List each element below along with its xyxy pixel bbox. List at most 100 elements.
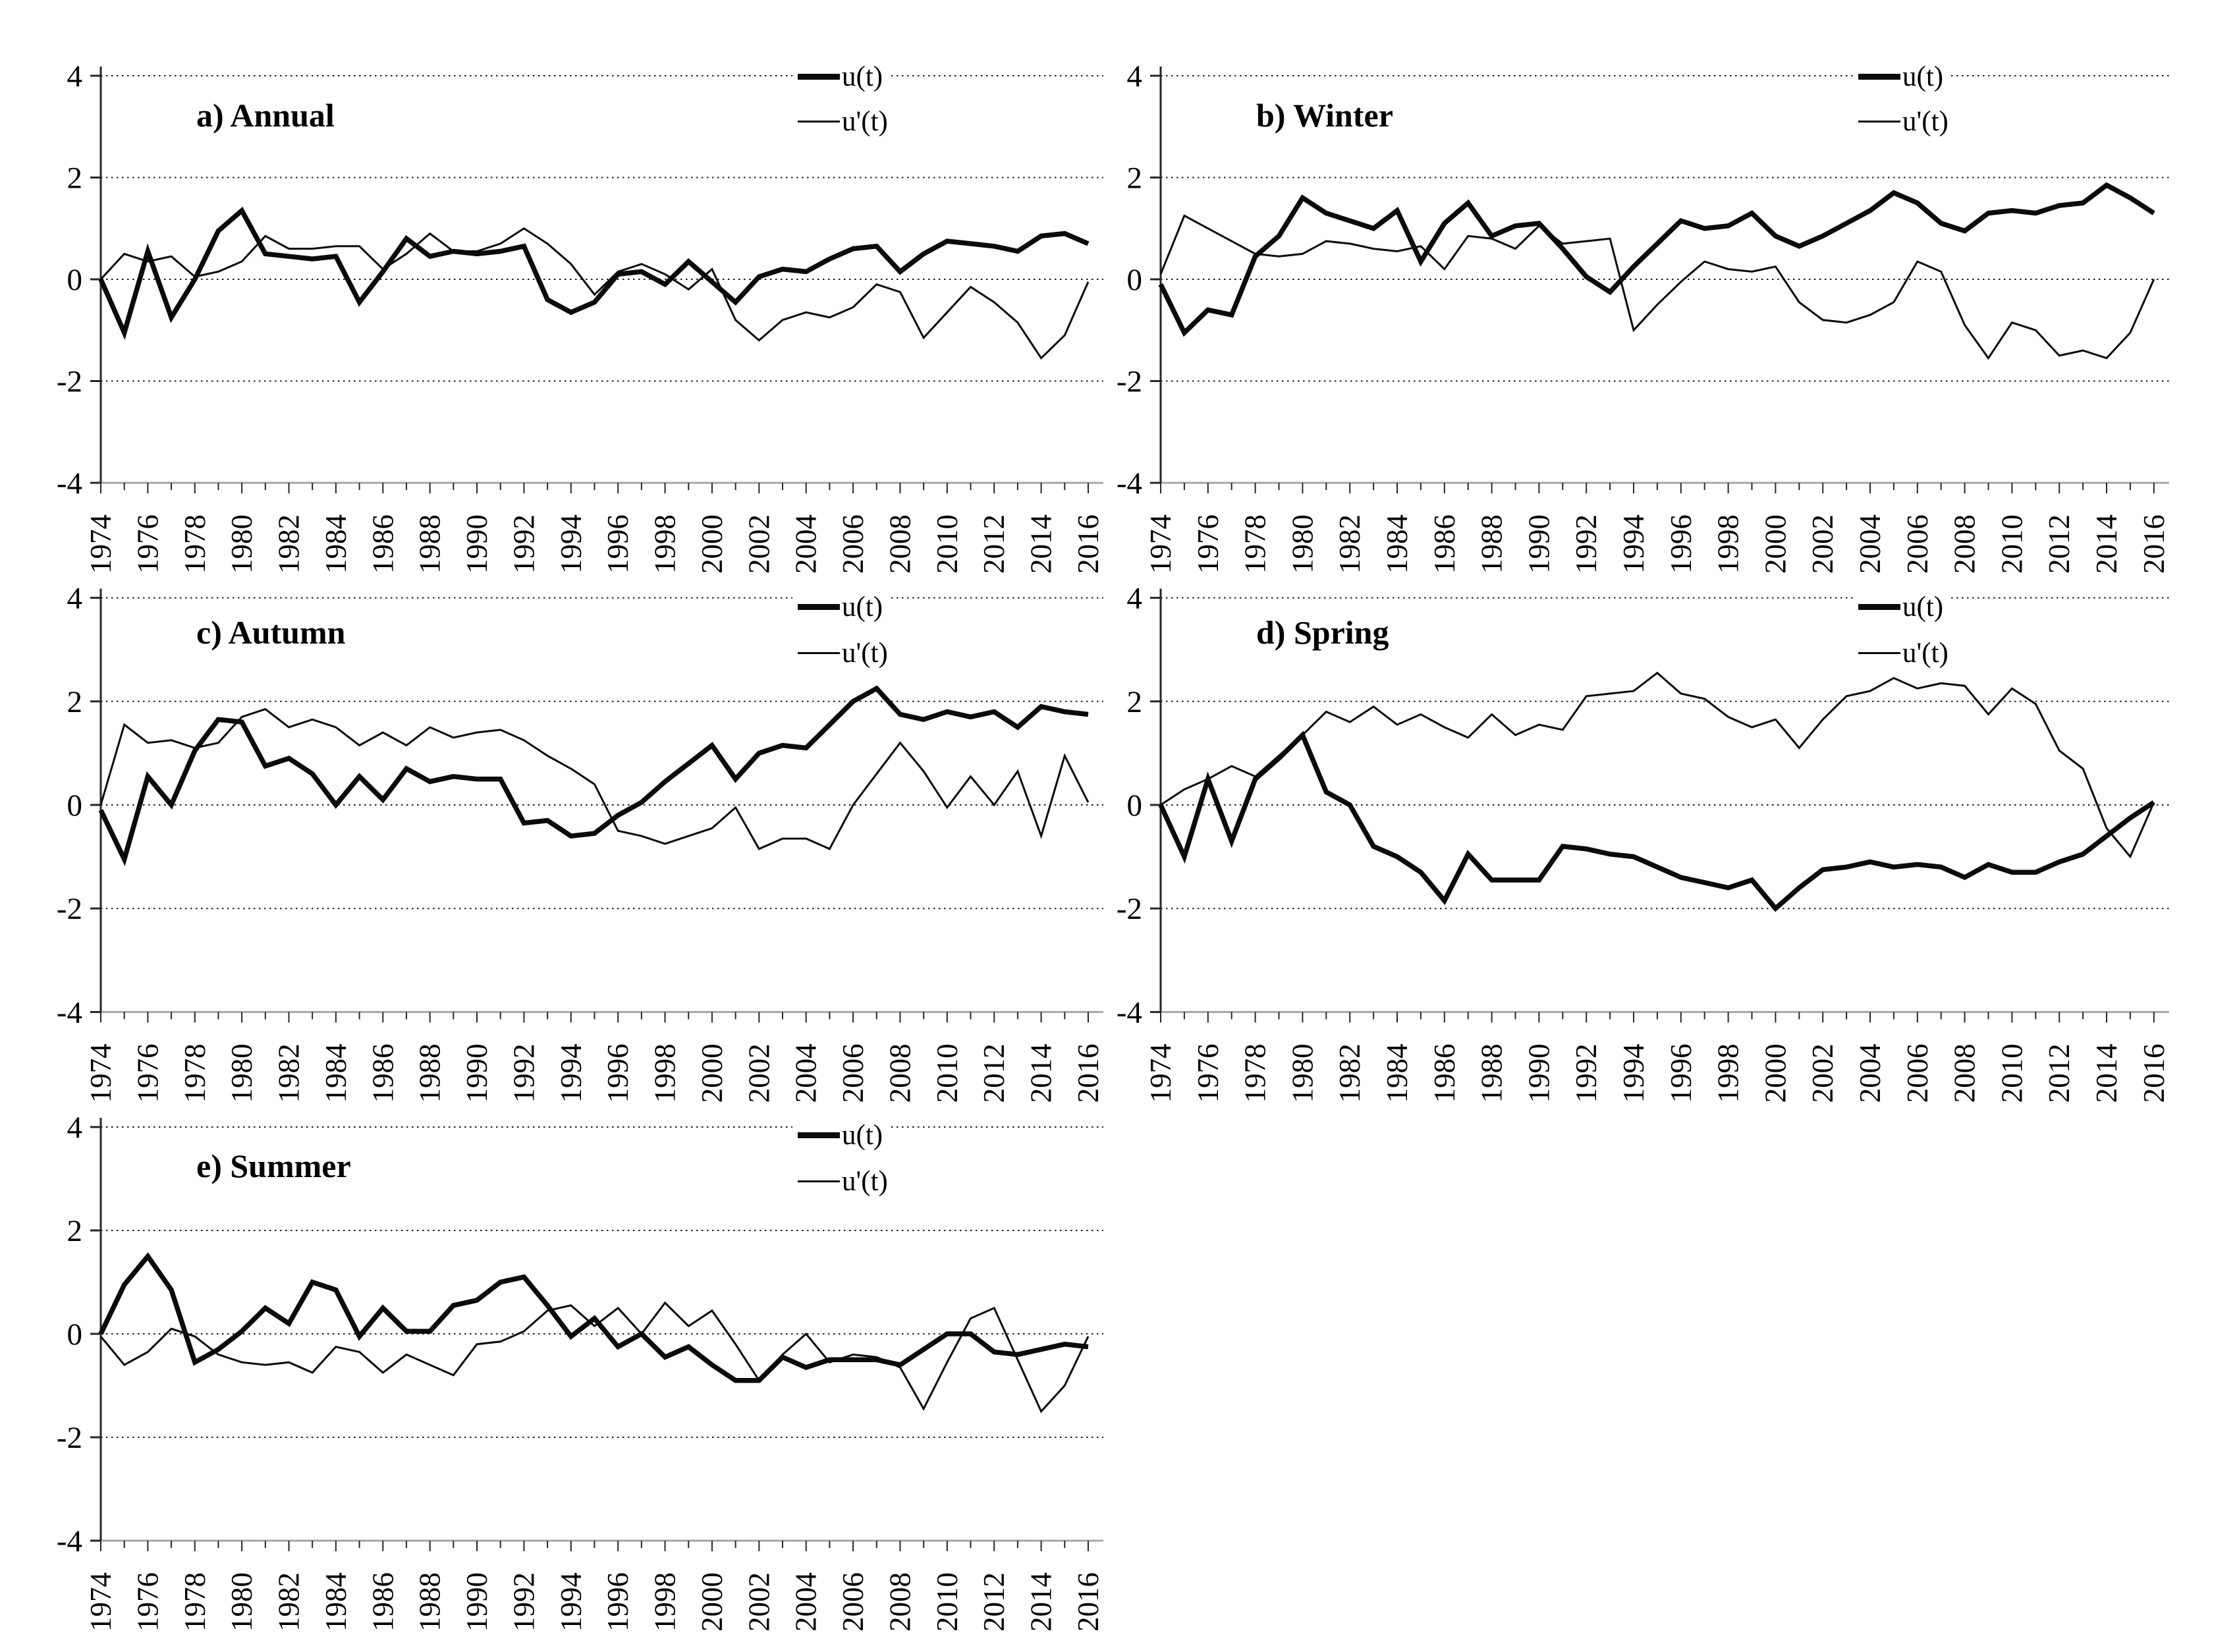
x-tick-label: 1986 [1428,514,1461,574]
x-tick-label: 2000 [696,1043,729,1103]
x-tick-label: 1992 [1570,514,1603,574]
panel-title-annual: a) Annual [196,97,335,134]
x-tick-label: 2010 [1995,1043,2028,1103]
y-tick-label: -4 [1117,466,1142,501]
x-tick-label: 1982 [273,514,306,574]
x-tick-label: 2006 [837,514,870,574]
x-tick-label: 1994 [555,1043,588,1103]
x-tick-label: 2012 [2043,514,2076,574]
x-tick-label: 2012 [978,1572,1010,1632]
y-tick-label: 0 [1127,788,1143,823]
panel-title-winter: b) Winter [1256,97,1393,134]
x-tick-label: 1980 [225,1043,258,1103]
legend-upt-autumn: u'(t) [792,634,893,672]
x-tick-label: 2010 [931,1043,964,1103]
y-tick-label: -2 [57,1421,82,1455]
x-tick-label: 1988 [1476,1043,1508,1103]
legend-label-upt: u'(t) [842,105,888,137]
series-line-upt [99,707,1090,850]
legend-upt-summer: u'(t) [792,1162,893,1200]
x-tick-label: 1976 [1192,1043,1225,1103]
x-tick-label: 1988 [414,1043,447,1103]
y-tick-label: -4 [1117,995,1142,1030]
x-tick-label: 2000 [1759,514,1792,574]
legend-label-ut: u(t) [842,61,883,92]
series-line-ut [98,1252,1089,1383]
series-line-ut [98,685,1089,867]
x-tick-label: 2008 [883,514,916,574]
x-tick-label: 1990 [1522,1043,1555,1103]
x-tick-label: 2008 [1949,514,1981,574]
thick-line-swatch-icon [798,1132,840,1138]
x-tick-label: 1990 [460,1572,493,1632]
panel-title-spring: d) Spring [1256,614,1389,651]
x-tick-label: 1984 [319,514,352,574]
x-tick-label: 2010 [931,514,964,574]
x-tick-label: 1984 [1381,1043,1414,1103]
x-tick-label: 2008 [883,1572,916,1632]
legend-label-ut: u(t) [842,591,883,622]
x-tick-label: 2002 [1806,514,1839,574]
x-tick-label: 1994 [555,514,588,574]
x-tick-label: 1988 [414,1572,447,1632]
x-tick-label: 2016 [1072,1043,1105,1103]
x-tick-label: 1974 [84,1572,117,1632]
x-tick-label: 1980 [225,514,258,574]
x-tick-label: 1978 [1239,514,1272,574]
x-tick-label: 1980 [1286,1043,1319,1103]
x-tick-label: 2006 [1901,1043,1934,1103]
x-tick-label: 1992 [507,514,540,574]
x-tick-label: 2004 [790,1043,823,1103]
x-tick-label: 1976 [131,514,164,574]
x-tick-label: 1984 [319,1043,352,1103]
legend-label-ut: u(t) [842,1119,883,1151]
y-tick-label: -4 [57,466,82,501]
y-tick-label: 2 [67,1214,83,1248]
x-tick-label: 1992 [1570,1043,1603,1103]
x-tick-label: 2010 [931,1572,964,1632]
y-tick-label: -2 [1117,365,1142,399]
y-tick-label: -4 [57,995,82,1030]
x-tick-label: 1992 [507,1043,540,1103]
x-tick-label: 1986 [1428,1043,1461,1103]
panel-title-summer: e) Summer [196,1147,351,1184]
x-tick-label: 1978 [179,1572,211,1632]
x-tick-label: 1984 [1381,514,1414,574]
y-tick-label: 4 [1127,582,1143,616]
x-tick-label: 1976 [1192,514,1225,574]
x-tick-label: 1974 [1144,514,1177,574]
x-tick-label: 1998 [1712,1043,1745,1103]
y-tick-label: 0 [67,788,83,823]
thin-line-swatch-icon [798,651,840,654]
x-tick-label: 2016 [1072,1572,1105,1632]
y-tick-label: 4 [1127,59,1143,94]
x-tick-label: 1978 [1239,1043,1272,1103]
x-tick-label: 1990 [1522,514,1555,574]
x-tick-label: 1984 [319,1572,352,1632]
x-tick-label: 2016 [2138,514,2170,574]
x-tick-label: 2002 [742,1043,775,1103]
x-tick-label: 1982 [1333,1043,1366,1103]
x-tick-label: 2004 [790,514,823,574]
x-tick-label: 1998 [649,1043,682,1103]
y-tick-label: -2 [57,892,82,926]
legend-label-upt: u'(t) [842,1165,888,1197]
x-tick-label: 1976 [131,1572,164,1632]
x-tick-label: 2000 [696,514,729,574]
legend-ut-annual: u(t) [792,57,889,96]
x-tick-label: 1986 [366,1572,399,1632]
x-tick-label: 1974 [84,1043,117,1103]
x-tick-label: 2006 [1901,514,1934,574]
y-tick-label: 2 [67,685,83,719]
x-tick-label: 1994 [1617,1043,1650,1103]
y-tick-label: 2 [1127,161,1143,196]
series-line-upt [1159,214,2155,360]
x-tick-label: 1996 [601,1572,634,1632]
y-tick-label: 4 [67,1111,83,1145]
x-tick-label: 1990 [460,514,493,574]
x-tick-label: 1974 [84,514,117,574]
